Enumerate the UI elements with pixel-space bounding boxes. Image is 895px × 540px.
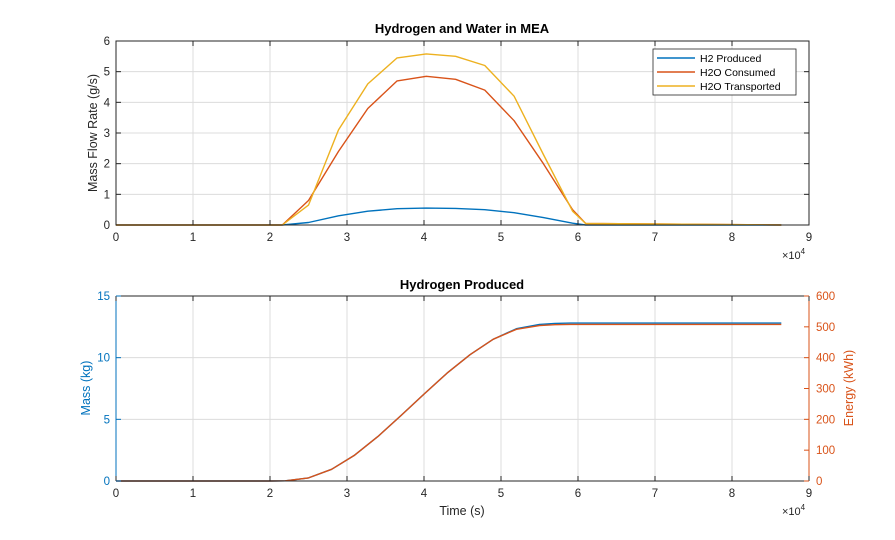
legend-label-h2o-consumed: H2O Consumed bbox=[700, 67, 775, 79]
flow-rate-x-exponent: ×104 bbox=[782, 247, 806, 262]
flow-rate-grid bbox=[116, 41, 809, 225]
flow-rate-y-tick-label: 0 bbox=[104, 220, 110, 232]
flow-rate-y-tick-label: 2 bbox=[104, 159, 110, 171]
hydrogen-x-tick-label: 8 bbox=[729, 488, 735, 500]
hydrogen-y-right-tick-label: 500 bbox=[816, 322, 835, 334]
hydrogen-plot-area bbox=[116, 296, 809, 481]
flow-rate-legend: H2 Produced H2O Consumed H2O Transported bbox=[652, 48, 797, 96]
hydrogen-x-ticks: 0 1 2 3 4 5 6 7 8 9 bbox=[113, 296, 812, 500]
flow-rate-x-tick-label: 1 bbox=[190, 232, 196, 244]
hydrogen-x-tick-label: 5 bbox=[498, 488, 504, 500]
hydrogen-x-tick-label: 2 bbox=[267, 488, 273, 500]
flow-rate-x-tick-label: 6 bbox=[575, 232, 581, 244]
flow-rate-y-tick-label: 4 bbox=[104, 97, 111, 109]
flow-rate-chart-title: Hydrogen and Water in MEA bbox=[375, 21, 550, 36]
hydrogen-chart-title: Hydrogen Produced bbox=[400, 277, 524, 292]
hydrogen-grid bbox=[116, 296, 809, 481]
flow-rate-chart: 0 1 2 3 4 5 6 7 8 9 0 1 2 3 4 5 6 Hydrogen and Water in… bbox=[86, 21, 812, 262]
flow-rate-y-tick-label: 5 bbox=[104, 67, 110, 79]
hydrogen-series-energy bbox=[116, 323, 782, 482]
hydrogen-y-tick-label: 5 bbox=[104, 414, 110, 426]
hydrogen-y-ticks-right: 0 100 200 300 400 500 600 bbox=[804, 291, 835, 488]
flow-rate-y-tick-label: 1 bbox=[104, 189, 110, 201]
hydrogen-y-right-tick-label: 100 bbox=[816, 445, 835, 457]
hydrogen-x-exponent: ×104 bbox=[782, 503, 806, 518]
hydrogen-y-right-tick-label: 0 bbox=[816, 476, 822, 488]
flow-rate-series-h2-produced bbox=[116, 207, 782, 226]
hydrogen-y-tick-label: 10 bbox=[97, 353, 110, 365]
hydrogen-x-tick-label: 0 bbox=[113, 488, 119, 500]
hydrogen-y-right-tick-label: 600 bbox=[816, 291, 835, 303]
flow-rate-x-tick-label: 8 bbox=[729, 232, 735, 244]
hydrogen-y-right-tick-label: 400 bbox=[816, 353, 835, 365]
hydrogen-x-tick-label: 9 bbox=[806, 488, 812, 500]
flow-rate-x-ticks: 0 1 2 3 4 5 6 7 8 9 bbox=[113, 41, 812, 244]
flow-rate-x-tick-label: 3 bbox=[344, 232, 350, 244]
flow-rate-x-tick-label: 2 bbox=[267, 232, 273, 244]
hydrogen-y-ticks-left: 0 5 10 15 bbox=[97, 291, 121, 488]
legend-label-h2o-transported: H2O Transported bbox=[700, 81, 781, 93]
hydrogen-x-tick-label: 4 bbox=[421, 488, 428, 500]
flow-rate-x-tick-label: 7 bbox=[652, 232, 658, 244]
hydrogen-x-tick-label: 6 bbox=[575, 488, 581, 500]
hydrogen-x-tick-label: 7 bbox=[652, 488, 658, 500]
hydrogen-y-tick-label: 15 bbox=[97, 291, 110, 303]
flow-rate-series-h2o-transported bbox=[116, 53, 782, 226]
flow-rate-series bbox=[116, 53, 782, 226]
hydrogen-y-axis-label-left: Mass (kg) bbox=[79, 361, 93, 416]
hydrogen-x-tick-label: 1 bbox=[190, 488, 196, 500]
flow-rate-y-axis-label: Mass Flow Rate (g/s) bbox=[86, 74, 100, 192]
hydrogen-x-tick-label: 3 bbox=[344, 488, 350, 500]
hydrogen-y-axis-label-right: Energy (kWh) bbox=[842, 350, 856, 426]
flow-rate-x-tick-label: 4 bbox=[421, 232, 428, 244]
hydrogen-y-right-tick-label: 300 bbox=[816, 384, 835, 396]
hydrogen-series bbox=[116, 322, 782, 482]
flow-rate-y-tick-label: 3 bbox=[104, 128, 110, 140]
flow-rate-series-h2o-consumed bbox=[116, 75, 782, 226]
hydrogen-y-right-tick-label: 200 bbox=[816, 414, 835, 426]
flow-rate-x-tick-label: 9 bbox=[806, 232, 812, 244]
flow-rate-x-tick-label: 0 bbox=[113, 232, 119, 244]
hydrogen-x-axis-label: Time (s) bbox=[439, 504, 484, 518]
flow-rate-x-tick-label: 5 bbox=[498, 232, 504, 244]
hydrogen-produced-chart: 0 1 2 3 4 5 6 7 8 9 0 5 10 15 0 100 200 300 400 500 600 Hy… bbox=[79, 277, 856, 518]
legend-label-h2-produced: H2 Produced bbox=[700, 53, 761, 65]
flow-rate-y-tick-label: 6 bbox=[104, 36, 110, 48]
hydrogen-y-tick-label: 0 bbox=[104, 476, 110, 488]
flow-rate-y-ticks: 0 1 2 3 4 5 6 bbox=[104, 36, 809, 232]
